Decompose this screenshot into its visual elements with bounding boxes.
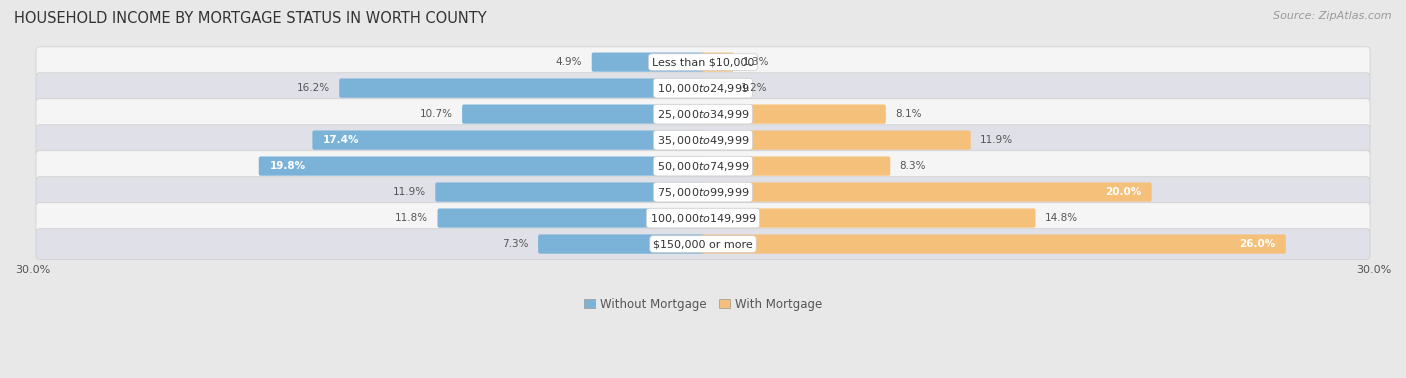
FancyBboxPatch shape <box>702 234 1285 254</box>
Text: $35,000 to $49,999: $35,000 to $49,999 <box>657 133 749 147</box>
Text: 26.0%: 26.0% <box>1239 239 1275 249</box>
FancyBboxPatch shape <box>37 203 1369 233</box>
Text: 16.2%: 16.2% <box>297 83 330 93</box>
Text: 11.9%: 11.9% <box>980 135 1014 145</box>
FancyBboxPatch shape <box>339 79 704 98</box>
Text: $50,000 to $74,999: $50,000 to $74,999 <box>657 160 749 173</box>
Text: $25,000 to $34,999: $25,000 to $34,999 <box>657 108 749 121</box>
Text: Source: ZipAtlas.com: Source: ZipAtlas.com <box>1274 11 1392 21</box>
FancyBboxPatch shape <box>592 53 704 72</box>
Text: 11.9%: 11.9% <box>392 187 426 197</box>
FancyBboxPatch shape <box>437 208 704 228</box>
FancyBboxPatch shape <box>37 177 1369 208</box>
FancyBboxPatch shape <box>702 208 1035 228</box>
FancyBboxPatch shape <box>538 234 704 254</box>
Text: $100,000 to $149,999: $100,000 to $149,999 <box>650 212 756 225</box>
Text: 8.3%: 8.3% <box>900 161 927 171</box>
FancyBboxPatch shape <box>702 130 970 150</box>
FancyBboxPatch shape <box>702 79 731 98</box>
Text: 17.4%: 17.4% <box>323 135 360 145</box>
Text: Less than $10,000: Less than $10,000 <box>652 57 754 67</box>
Text: $10,000 to $24,999: $10,000 to $24,999 <box>657 82 749 94</box>
Text: 14.8%: 14.8% <box>1045 213 1078 223</box>
FancyBboxPatch shape <box>37 99 1369 129</box>
Text: $75,000 to $99,999: $75,000 to $99,999 <box>657 186 749 198</box>
Text: 11.8%: 11.8% <box>395 213 429 223</box>
Text: 7.3%: 7.3% <box>502 239 529 249</box>
FancyBboxPatch shape <box>37 125 1369 155</box>
Text: HOUSEHOLD INCOME BY MORTGAGE STATUS IN WORTH COUNTY: HOUSEHOLD INCOME BY MORTGAGE STATUS IN W… <box>14 11 486 26</box>
Text: 4.9%: 4.9% <box>555 57 582 67</box>
FancyBboxPatch shape <box>37 47 1369 77</box>
FancyBboxPatch shape <box>702 156 890 176</box>
Text: 8.1%: 8.1% <box>896 109 922 119</box>
Text: 10.7%: 10.7% <box>420 109 453 119</box>
Legend: Without Mortgage, With Mortgage: Without Mortgage, With Mortgage <box>579 293 827 315</box>
Text: 19.8%: 19.8% <box>270 161 305 171</box>
Text: 1.2%: 1.2% <box>741 83 768 93</box>
Text: $150,000 or more: $150,000 or more <box>654 239 752 249</box>
FancyBboxPatch shape <box>702 183 1152 202</box>
FancyBboxPatch shape <box>463 104 704 124</box>
FancyBboxPatch shape <box>259 156 704 176</box>
FancyBboxPatch shape <box>436 183 704 202</box>
FancyBboxPatch shape <box>702 53 734 72</box>
Text: 20.0%: 20.0% <box>1105 187 1142 197</box>
FancyBboxPatch shape <box>37 73 1369 104</box>
Text: 1.3%: 1.3% <box>744 57 769 67</box>
FancyBboxPatch shape <box>702 104 886 124</box>
FancyBboxPatch shape <box>312 130 704 150</box>
FancyBboxPatch shape <box>37 151 1369 181</box>
FancyBboxPatch shape <box>37 229 1369 259</box>
